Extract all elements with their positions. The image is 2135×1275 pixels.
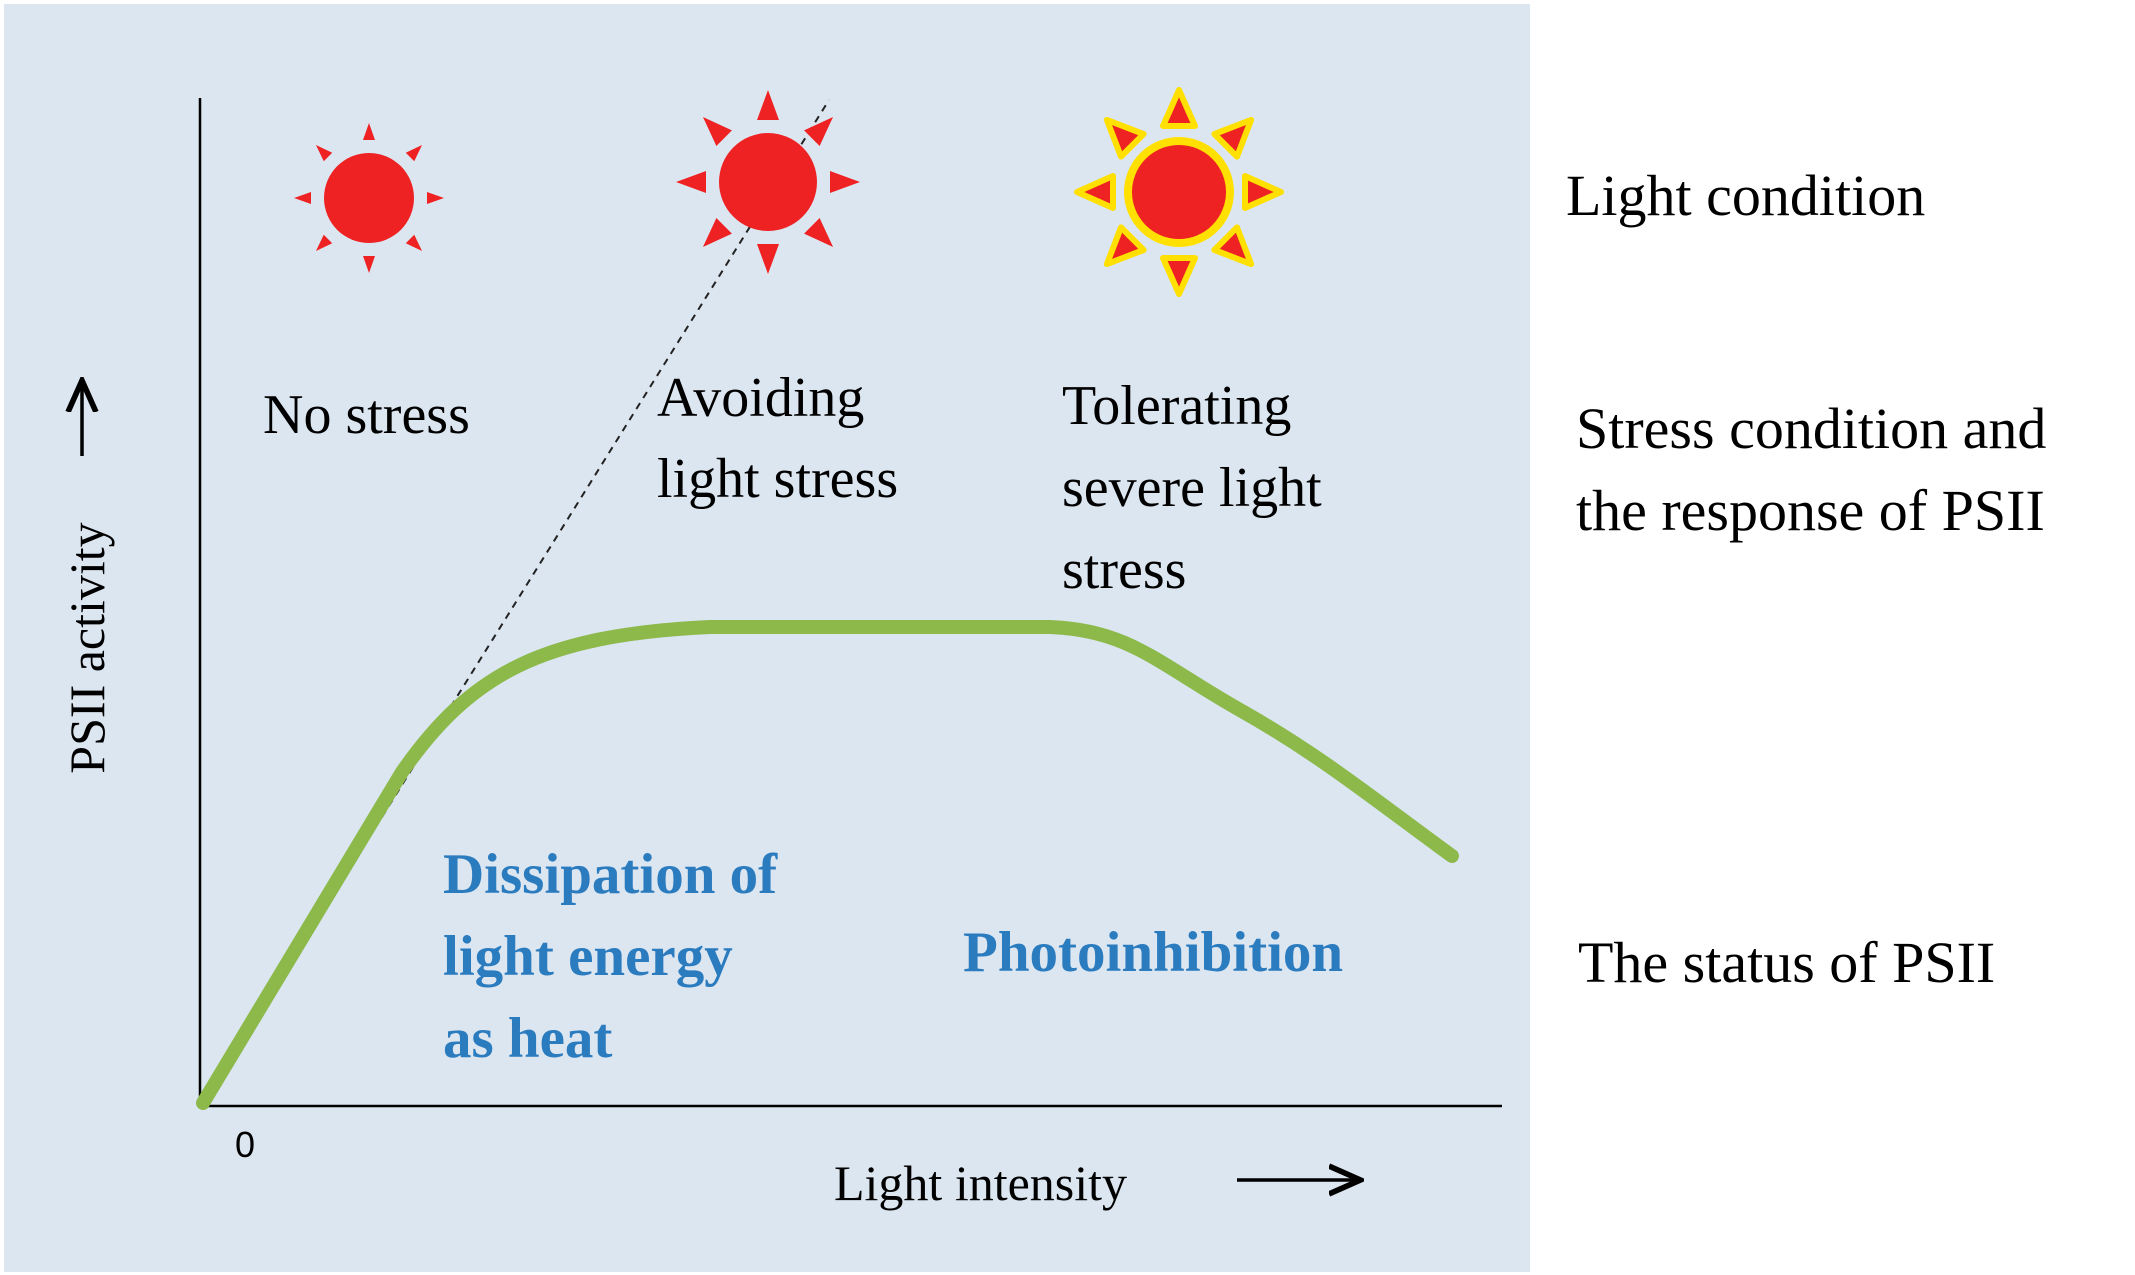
photoinhibition-label: Photoinhibition bbox=[963, 921, 1343, 984]
dissipation-label: Dissipation of light energy as heat bbox=[443, 843, 791, 1070]
small-sun-ray bbox=[294, 192, 311, 204]
small-sun-ray bbox=[315, 234, 333, 252]
glowing-sun-ray bbox=[1103, 116, 1147, 160]
origin-label: 0 bbox=[235, 1124, 255, 1165]
medium-sun-icon bbox=[676, 90, 860, 274]
avoiding-stress-label: Avoiding light stress bbox=[657, 367, 898, 510]
small-sun-icon bbox=[294, 123, 444, 273]
tolerating-line-2: severe light bbox=[1062, 457, 1322, 519]
avoiding-line-1: Avoiding bbox=[657, 367, 864, 429]
no-stress-label: No stress bbox=[263, 384, 470, 446]
tolerating-line-1: Tolerating bbox=[1062, 375, 1291, 437]
small-sun-disc bbox=[324, 153, 414, 243]
small-sun-ray bbox=[405, 144, 423, 162]
medium-sun-ray bbox=[757, 90, 779, 120]
medium-sun-ray bbox=[804, 116, 834, 146]
medium-sun-ray bbox=[830, 171, 860, 193]
psii-activity-curve bbox=[196, 620, 1459, 1110]
small-sun-ray bbox=[315, 144, 333, 162]
medium-sun-disc bbox=[719, 133, 817, 231]
tolerating-stress-label: Tolerating severe light stress bbox=[1062, 375, 1336, 601]
small-sun-ray bbox=[363, 123, 375, 140]
glowing-sun-ray bbox=[1103, 224, 1147, 268]
stress-response-line-2: the response of PSII bbox=[1576, 478, 2045, 543]
tolerating-line-3: stress bbox=[1062, 539, 1186, 601]
photoinhibition-line: Photoinhibition bbox=[963, 921, 1343, 984]
dissipation-line-1: Dissipation of bbox=[443, 843, 778, 906]
glowing-sun-icon bbox=[1074, 87, 1284, 297]
glowing-sun-ray bbox=[1211, 116, 1255, 160]
stress-response-line-1: Stress condition and bbox=[1576, 396, 2046, 461]
x-axis-label: Light intensity bbox=[834, 1155, 1127, 1211]
dissipation-line-2: light energy bbox=[443, 925, 733, 988]
small-sun-ray bbox=[363, 256, 375, 273]
stress-response-row-label: Stress condition and the response of PSI… bbox=[1576, 396, 2061, 543]
medium-sun-ray bbox=[757, 244, 779, 274]
medium-sun-ray bbox=[676, 171, 706, 193]
no-stress-line: No stress bbox=[263, 384, 470, 446]
medium-sun-ray bbox=[702, 218, 732, 248]
psii-status-row-label: The status of PSII bbox=[1578, 930, 1995, 995]
glowing-sun-ray bbox=[1211, 224, 1255, 268]
dissipation-line-3: as heat bbox=[443, 1007, 612, 1070]
glowing-sun-disc bbox=[1124, 137, 1234, 247]
axes bbox=[198, 98, 1502, 1108]
medium-sun-ray bbox=[804, 218, 834, 248]
glowing-sun-ray bbox=[1074, 173, 1116, 211]
glowing-sun-ray bbox=[1242, 173, 1284, 211]
small-sun-ray bbox=[405, 234, 423, 252]
glowing-sun-ray bbox=[1160, 255, 1198, 297]
small-sun-ray bbox=[427, 192, 444, 204]
avoiding-line-2: light stress bbox=[657, 448, 898, 510]
y-axis-label: PSII activity bbox=[59, 522, 115, 773]
medium-sun-ray bbox=[702, 116, 732, 146]
glowing-sun-ray bbox=[1160, 87, 1198, 129]
light-condition-row-label: Light condition bbox=[1566, 163, 1925, 228]
